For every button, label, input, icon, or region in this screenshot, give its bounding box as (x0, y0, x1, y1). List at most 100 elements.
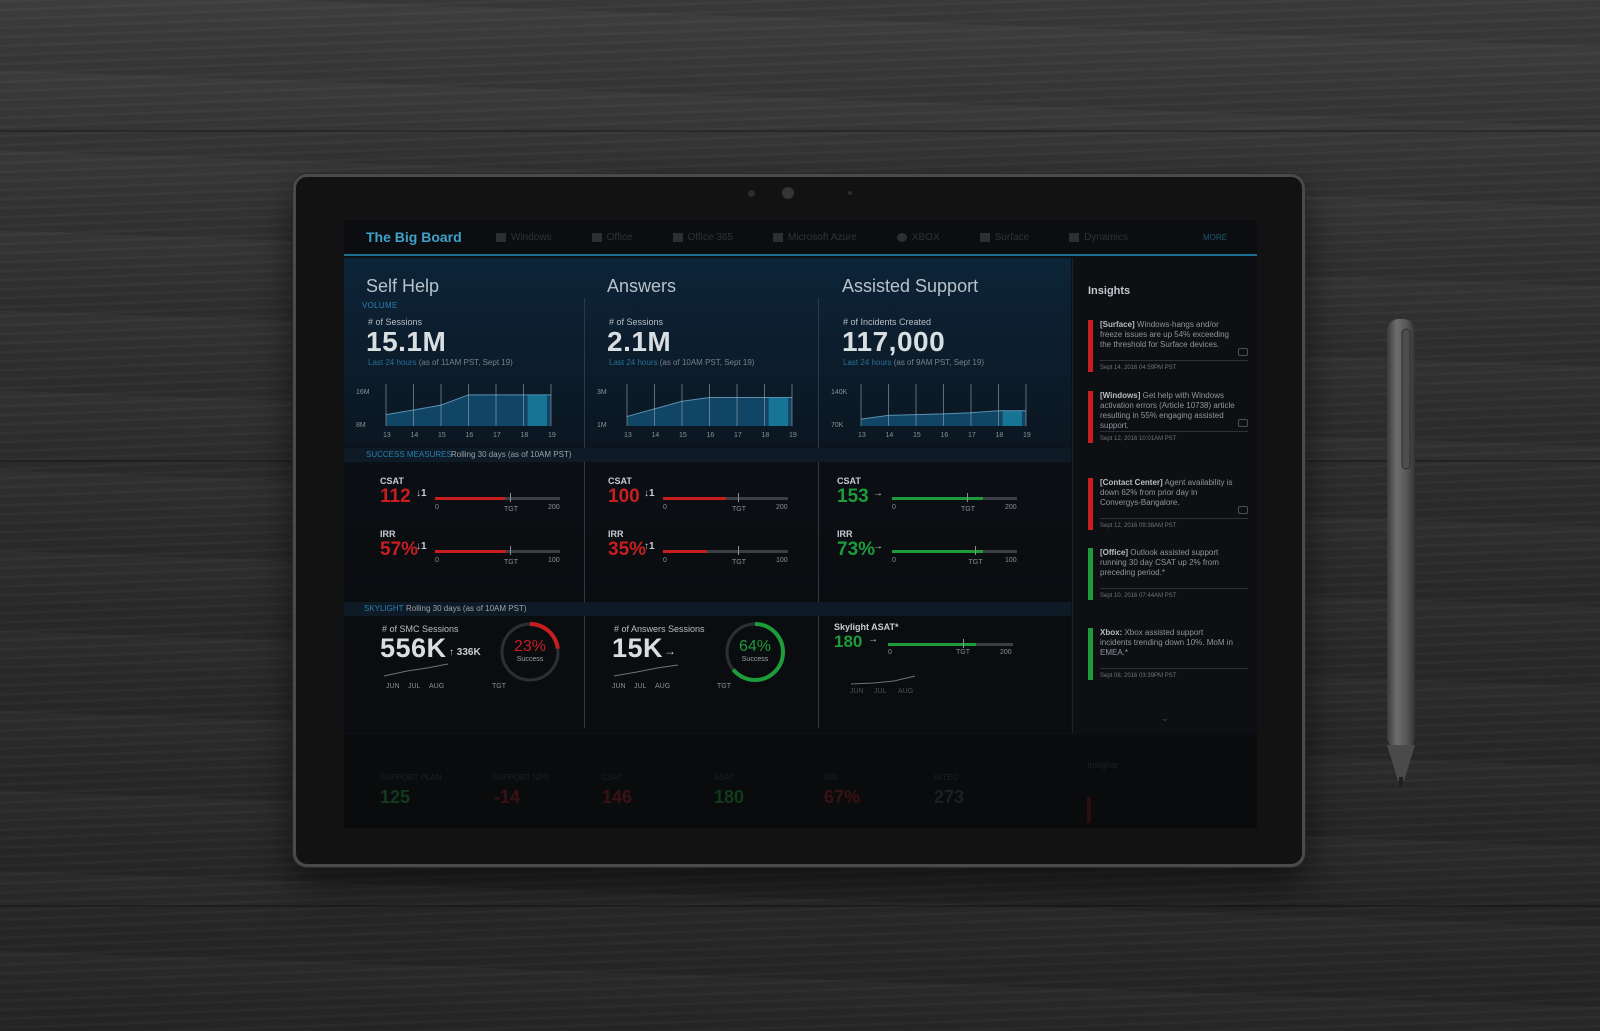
x-tick-label: 18 (996, 432, 1004, 439)
insight-date: Sept 10, 2016 07:44AM PST (1100, 593, 1177, 599)
metric-delta: ↓1 (416, 488, 427, 499)
more-link[interactable]: MORE (1203, 232, 1227, 242)
answers-volume-chart: 3M 1M 13 14 15 16 17 18 19 (597, 382, 807, 442)
answers-success-metrics: CSAT 100 ↓1 0 TGT 200 IRR 35% ↑1 0 TGT 100 (608, 476, 798, 586)
tab-dynamics[interactable]: Dynamics (1069, 232, 1128, 243)
brand-title[interactable]: The Big Board (366, 229, 462, 245)
sessions-label: # of Sessions (609, 317, 664, 327)
footer-scorecard: SUPPORT PLAN SUPPORT NPS CSAT ASAT IRR I… (344, 735, 1257, 828)
insight-item[interactable]: [Surface] Windows-hangs and/or freeze is… (1088, 320, 1248, 380)
insight-item[interactable]: [Contact Center] Agent availability is d… (1088, 478, 1248, 538)
footer-value: 125 (380, 787, 411, 807)
insight-text: Xbox: Xbox assisted support incidents tr… (1100, 628, 1235, 658)
metric-gauge-fill (435, 550, 507, 553)
tgt-label: TGT (492, 683, 506, 690)
footer-value: 273 (934, 787, 965, 807)
smc-sessions-value: 556K (380, 633, 447, 663)
tab-office[interactable]: Office (591, 232, 633, 243)
asat-delta: → (868, 634, 878, 645)
gauge-tgt: TGT (504, 506, 518, 513)
success-measures-label: SUCCESS MEASURES (366, 450, 452, 459)
y-tick-label: 16M (356, 389, 370, 396)
tab-label: XBOX (911, 231, 940, 243)
month-label: JUL (634, 683, 647, 690)
gauge-max: 200 (548, 504, 560, 511)
gauge-min: 0 (435, 504, 439, 511)
insight-tag: [Office] (1100, 548, 1128, 557)
metric-gauge-fill (435, 497, 505, 500)
incidents-label: # of Incidents Created (843, 317, 932, 327)
insight-item[interactable]: Xbox: Xbox assisted support incidents tr… (1088, 628, 1248, 688)
office-icon (591, 232, 602, 242)
self-help-title: Self Help (366, 276, 440, 296)
insight-date: Sept 12, 2016 10:01AM PST (1100, 436, 1177, 442)
ring-label: Success (741, 656, 769, 663)
tab-xbox[interactable]: XBOX (896, 231, 940, 243)
metric-gauge-track (663, 497, 788, 500)
tab-azure[interactable]: Microsoft Azure (772, 231, 857, 243)
tab-label: Microsoft Azure (787, 231, 857, 243)
insight-body: Outlook assisted support running 30 day … (1100, 548, 1219, 577)
y-tick-label: 3M (597, 389, 607, 396)
gauge-min: 0 (892, 557, 896, 564)
metric-gauge-fill (892, 550, 984, 553)
gauge-min: 0 (892, 504, 896, 511)
x-tick-label: 18 (521, 432, 529, 439)
x-tick-label: 19 (548, 432, 556, 439)
month-label: JUN (386, 683, 400, 690)
tgt-label: TGT (717, 683, 731, 690)
tab-windows[interactable]: Windows (496, 232, 552, 243)
insight-tag: [Surface] (1100, 320, 1135, 329)
answers-sessions-label: # of Answers Sessions (614, 624, 705, 634)
x-tick-label: 16 (707, 432, 715, 439)
as-of-text: (as of 10AM PST, Sept 19) (659, 358, 755, 367)
as-of-text: (as of 11AM PST, Sept 19) (418, 358, 513, 367)
tab-surface[interactable]: Surface (979, 232, 1029, 243)
comment-icon[interactable] (1238, 506, 1248, 514)
insight-item[interactable]: [Office] Outlook assisted support runnin… (1088, 548, 1248, 608)
footer-header: CSAT (602, 773, 623, 782)
assisted-support-title: Assisted Support (842, 276, 979, 296)
insight-text: [Windows] Get help with Windows activati… (1100, 391, 1235, 431)
target-marker (738, 546, 739, 555)
footer-header: SUPPORT PLAN (380, 773, 442, 782)
chevron-down-icon[interactable]: ⌄ (1161, 713, 1169, 723)
insight-divider (1100, 431, 1248, 432)
tab-label: Dynamics (1084, 231, 1129, 243)
gauge-min: 0 (888, 649, 892, 656)
target-marker (510, 546, 511, 555)
ring-progress (500, 622, 560, 682)
target-marker (974, 546, 976, 555)
current-period-highlight (768, 397, 788, 426)
x-tick-label: 14 (886, 432, 894, 439)
insight-tag: [Contact Center] (1100, 478, 1163, 487)
insight-item[interactable]: [Windows] Get help with Windows activati… (1088, 391, 1248, 451)
metric-delta: ↑1 (644, 541, 655, 552)
success-measures-text: Rolling 30 days (as of 10AM PST) (451, 450, 572, 459)
gauge-max: 100 (776, 557, 788, 564)
dashboard-screen: The Big Board Windows Office Office 365 … (344, 220, 1257, 828)
metric-gauge-track (435, 550, 560, 553)
x-tick-label: 13 (383, 432, 391, 439)
xbox-icon (896, 232, 907, 242)
tab-office-365[interactable]: Office 365 (672, 232, 733, 243)
x-tick-label: 17 (968, 432, 976, 439)
metric-value: 100 (608, 486, 640, 507)
ring-percentage: 64% (738, 638, 772, 655)
sessions-label: # of Sessions (368, 317, 423, 327)
insight-body: Get help with Windows activation errors … (1100, 391, 1235, 430)
main-panel: Self Help Answers Assisted Support VOLUM… (344, 258, 1071, 733)
gauge-max: 200 (1005, 504, 1017, 511)
target-marker (510, 493, 511, 502)
footer-value: -14 (494, 787, 521, 807)
metric-value: 153 (837, 486, 869, 507)
answers-trend-line (613, 664, 679, 677)
comment-icon[interactable] (1238, 419, 1248, 427)
insight-divider (1100, 518, 1248, 519)
incidents-value: 117,000 (842, 326, 946, 357)
tablet-device: The Big Board Windows Office Office 365 … (293, 174, 1305, 867)
metric-delta: → (873, 488, 883, 499)
answers-title: Answers (607, 276, 677, 296)
x-tick-label: 18 (762, 432, 770, 439)
comment-icon[interactable] (1238, 348, 1248, 356)
